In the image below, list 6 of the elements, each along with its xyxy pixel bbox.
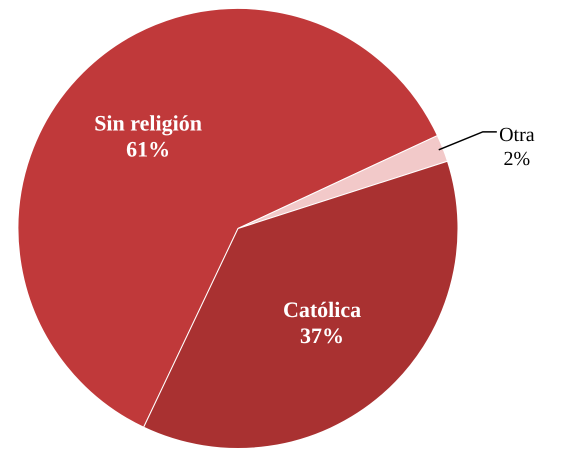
slice-label: Otra <box>499 124 535 146</box>
slice-label: Sin religión <box>94 110 202 136</box>
data-label: 2% <box>503 148 530 170</box>
data-label: 37% <box>300 323 344 348</box>
slice-label: Católica <box>282 297 362 322</box>
data-label: 61% <box>126 136 170 162</box>
